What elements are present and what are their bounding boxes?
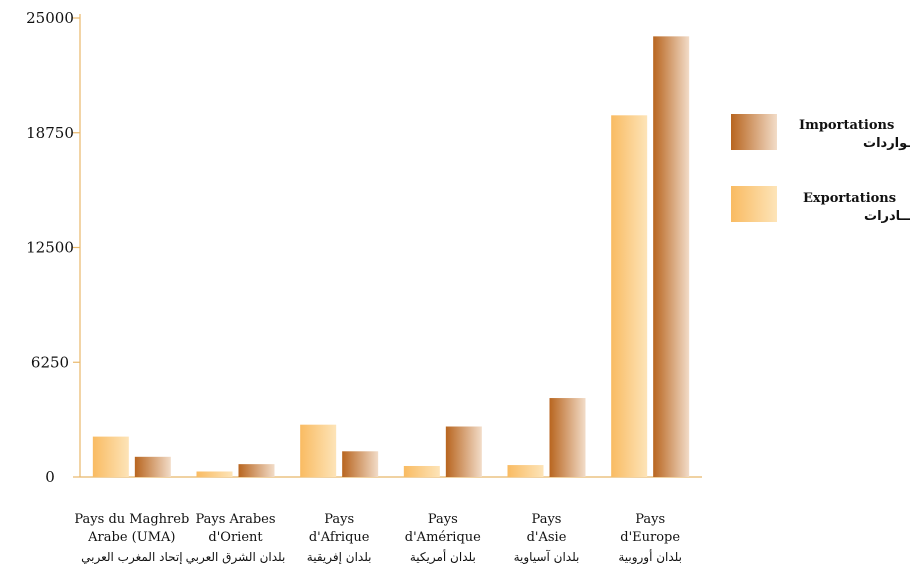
- bar-importations: [342, 451, 379, 477]
- y-tick-label: 18750: [26, 124, 74, 142]
- bar-exportations: [92, 436, 129, 477]
- category-label: d'Europe: [620, 530, 680, 545]
- y-tick-label: 6250: [31, 353, 69, 371]
- bar-importations: [238, 464, 275, 477]
- legend-label-importations: Importations: [799, 118, 894, 133]
- category-label-arabic: بلدان أوروبية: [618, 549, 682, 565]
- category-label-arabic: بلدان آسياوية: [514, 549, 580, 565]
- legend: Importations الـــواردات Exportations الصــ…: [731, 114, 910, 224]
- category-label: Pays: [532, 512, 562, 527]
- category-label: Pays: [428, 512, 458, 527]
- legend-label-exportations: Exportations: [803, 191, 896, 206]
- bar-exportations: [403, 465, 440, 477]
- category-label-arabic: بلدان الشرق العربي: [186, 550, 286, 565]
- bars: [92, 36, 690, 478]
- legend-label-exportations-arabic: الصـــادرات: [864, 209, 910, 224]
- y-tick-label: 25000: [26, 9, 74, 27]
- category-label-arabic: بلدان أمريكية: [410, 549, 476, 565]
- category-label: Pays: [324, 512, 354, 527]
- category-labels: Pays du Maghreb Arabe (UMA) إتحاد المغرب ا…: [74, 512, 682, 565]
- category-label: d'Asie: [527, 530, 567, 545]
- legend-swatch-importations: [731, 114, 777, 150]
- category-label-arabic: بلدان إفريقية: [307, 550, 372, 565]
- category-label-arabic: إتحاد المغرب العربي: [81, 550, 182, 565]
- category-label: Pays du Maghreb: [74, 512, 189, 527]
- axes: 0 6250 12500 18750 25000: [26, 9, 702, 486]
- bar-importations: [653, 36, 690, 478]
- category-label: d'Afrique: [309, 530, 370, 545]
- legend-label-importations-arabic: الـــواردات: [863, 136, 910, 151]
- legend-swatch-exportations: [731, 186, 777, 222]
- category-label: Arabe (UMA): [87, 530, 175, 545]
- category-label: Pays Arabes: [195, 512, 275, 527]
- category-label: d'Orient: [208, 530, 263, 545]
- bar-importations: [445, 426, 482, 477]
- category-label: d'Amérique: [405, 530, 481, 545]
- bar-importations: [134, 456, 171, 477]
- bar-importations: [549, 398, 586, 477]
- y-tick-label: 0: [45, 468, 55, 486]
- bar-exportations: [611, 115, 648, 478]
- y-tick-label: 12500: [26, 239, 74, 257]
- bar-exportations: [300, 424, 337, 477]
- bar-exportations: [507, 465, 544, 477]
- category-label: Pays: [635, 512, 665, 527]
- bar-exportations: [196, 471, 233, 477]
